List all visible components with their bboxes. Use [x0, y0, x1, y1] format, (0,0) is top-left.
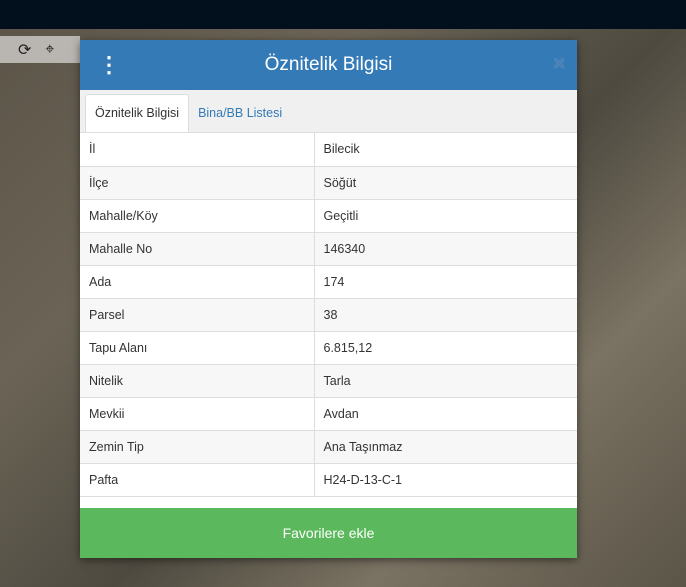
map-toolbar: ⟳ ⌖ [0, 36, 80, 63]
table-row: Nitelik Tarla [80, 364, 577, 398]
dialog-title: Öznitelik Bilgisi [264, 54, 393, 75]
table-row: Mahalle No 146340 [80, 232, 577, 266]
attribute-value: H24-D-13-C-1 [314, 463, 577, 497]
table-row: Parsel 38 [80, 298, 577, 332]
attribute-label: Zemin Tip [80, 430, 315, 464]
attribute-value: Tarla [314, 364, 577, 398]
attribute-value: 6.815,12 [314, 331, 577, 365]
attribute-label: Ada [80, 265, 315, 299]
attribute-table: İl Bilecik İlçe Söğüt Mahalle/Köy Geçitli Maha… [80, 133, 577, 497]
attribute-label: İlçe [80, 166, 315, 200]
attribute-value: Avdan [314, 397, 577, 431]
attribute-value: 174 [314, 265, 577, 299]
attribute-label: Parsel [80, 298, 315, 332]
attribute-label: İl [80, 133, 315, 167]
tabs: Öznitelik Bilgisi Bina/BB Listesi [80, 90, 577, 133]
attribute-label: Pafta [80, 463, 315, 497]
attribute-dialog: ⋮ Öznitelik Bilgisi × Öznitelik Bilgisi … [80, 40, 577, 558]
table-row: Ada 174 [80, 265, 577, 299]
table-row: Mahalle/Köy Geçitli [80, 199, 577, 233]
table-row: Pafta H24-D-13-C-1 [80, 463, 577, 497]
attribute-value: Bilecik [314, 133, 577, 167]
top-bar [0, 0, 686, 29]
close-icon[interactable]: × [553, 53, 565, 75]
add-favorite-button[interactable]: Favorilere ekle [80, 508, 577, 558]
table-row: Tapu Alanı 6.815,12 [80, 331, 577, 365]
attribute-value: 146340 [314, 232, 577, 266]
table-row: Zemin Tip Ana Taşınmaz [80, 430, 577, 464]
attribute-value: Geçitli [314, 199, 577, 233]
attribute-label: Nitelik [80, 364, 315, 398]
attribute-label: Mahalle No [80, 232, 315, 266]
table-row: İl Bilecik [80, 133, 577, 167]
dialog-header: ⋮ Öznitelik Bilgisi × [80, 40, 577, 90]
attribute-label: Mevkii [80, 397, 315, 431]
attribute-label: Mahalle/Köy [80, 199, 315, 233]
table-row: İlçe Söğüt [80, 166, 577, 200]
tab-building-list[interactable]: Bina/BB Listesi [198, 106, 283, 120]
menu-kebab-icon[interactable]: ⋮ [98, 52, 120, 77]
attribute-value: Ana Taşınmaz [314, 430, 577, 464]
attribute-value: 38 [314, 298, 577, 332]
tab-attribute-info[interactable]: Öznitelik Bilgisi [85, 94, 190, 132]
crosshair-icon[interactable]: ⌖ [45, 40, 55, 58]
refresh-icon[interactable]: ⟳ [18, 41, 32, 59]
table-row: Mevkii Avdan [80, 397, 577, 431]
attribute-value: Söğüt [314, 166, 577, 200]
attribute-label: Tapu Alanı [80, 331, 315, 365]
